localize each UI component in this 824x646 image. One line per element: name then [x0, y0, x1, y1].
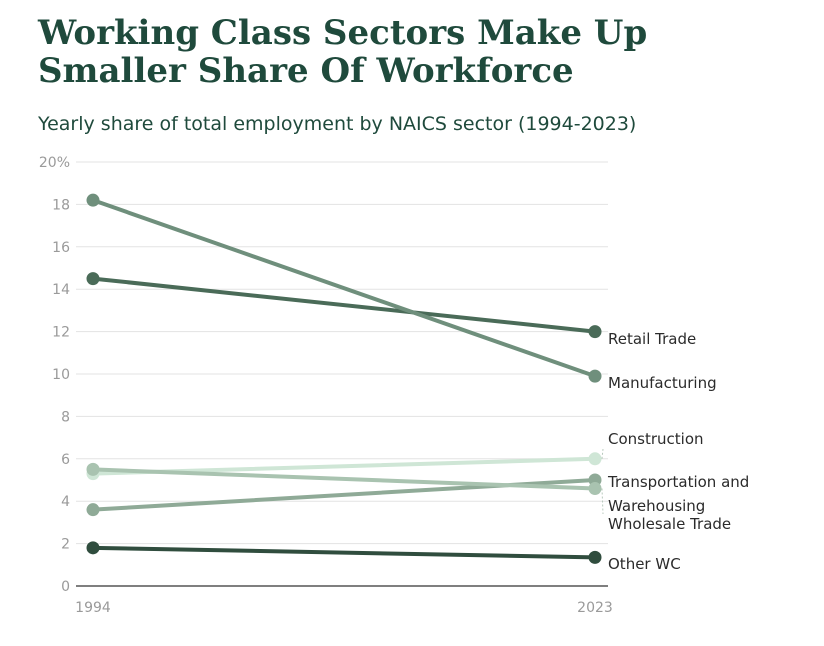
x-tick-label: 2023 [577, 600, 613, 616]
data-point-construction [588, 452, 602, 466]
series-points [86, 193, 602, 564]
data-point-transportation-and-warehousing [86, 503, 100, 517]
series-label-wholesale-trade: Wholesale Trade [608, 515, 731, 533]
label-leader-lines [601, 448, 604, 515]
gridlines [76, 161, 608, 587]
data-point-other-wc [588, 550, 602, 564]
chart-title: Working Class Sectors Make Up Smaller Sh… [38, 13, 648, 91]
series-labels: Retail Trade Manufacturing Construction Tra… [607, 330, 749, 573]
y-tick-label: 16 [52, 240, 70, 256]
y-tick-label: 10 [52, 367, 70, 383]
series-line-manufacturing [91, 198, 597, 379]
y-tick-label: 14 [52, 282, 70, 298]
y-axis-ticks: 0 2 4 6 8 10 12 14 16 18 20% [39, 155, 70, 595]
y-tick-label: 6 [61, 452, 70, 468]
series-label-retail-trade: Retail Trade [608, 330, 696, 348]
series-label-other-wc: Other WC [608, 555, 681, 573]
series-label-manufacturing: Manufacturing [608, 374, 717, 392]
data-point-manufacturing [588, 369, 602, 383]
y-tick-label: 4 [61, 494, 70, 510]
y-tick-label: 2 [61, 537, 70, 553]
y-tick-label: 0 [61, 579, 70, 595]
y-tick-label: 12 [52, 325, 70, 341]
series-line-other-wc [91, 545, 597, 560]
series-label-construction: Construction [608, 430, 704, 448]
series-label-transportation-and-warehousing: Transportation and Warehousing [607, 473, 749, 515]
series-line-retail-trade [91, 276, 597, 334]
series-line-wholesale-trade [91, 467, 597, 491]
data-point-wholesale-trade [588, 481, 602, 495]
data-point-wholesale-trade [86, 462, 100, 476]
y-tick-label: 8 [61, 409, 70, 425]
data-point-retail-trade [588, 325, 602, 339]
leader-line-construction [601, 448, 604, 459]
chart-subtitle: Yearly share of total employment by NAIC… [38, 113, 637, 135]
series-lines [91, 198, 597, 560]
data-point-manufacturing [86, 193, 100, 207]
data-point-other-wc [86, 541, 100, 555]
y-tick-label: 20% [39, 155, 70, 171]
data-point-retail-trade [86, 272, 100, 286]
y-tick-label: 18 [52, 197, 70, 213]
x-tick-label: 1994 [75, 600, 111, 616]
leader-line-wholesale-trade [601, 488, 604, 515]
x-axis-ticks: 1994 2023 [75, 600, 613, 616]
